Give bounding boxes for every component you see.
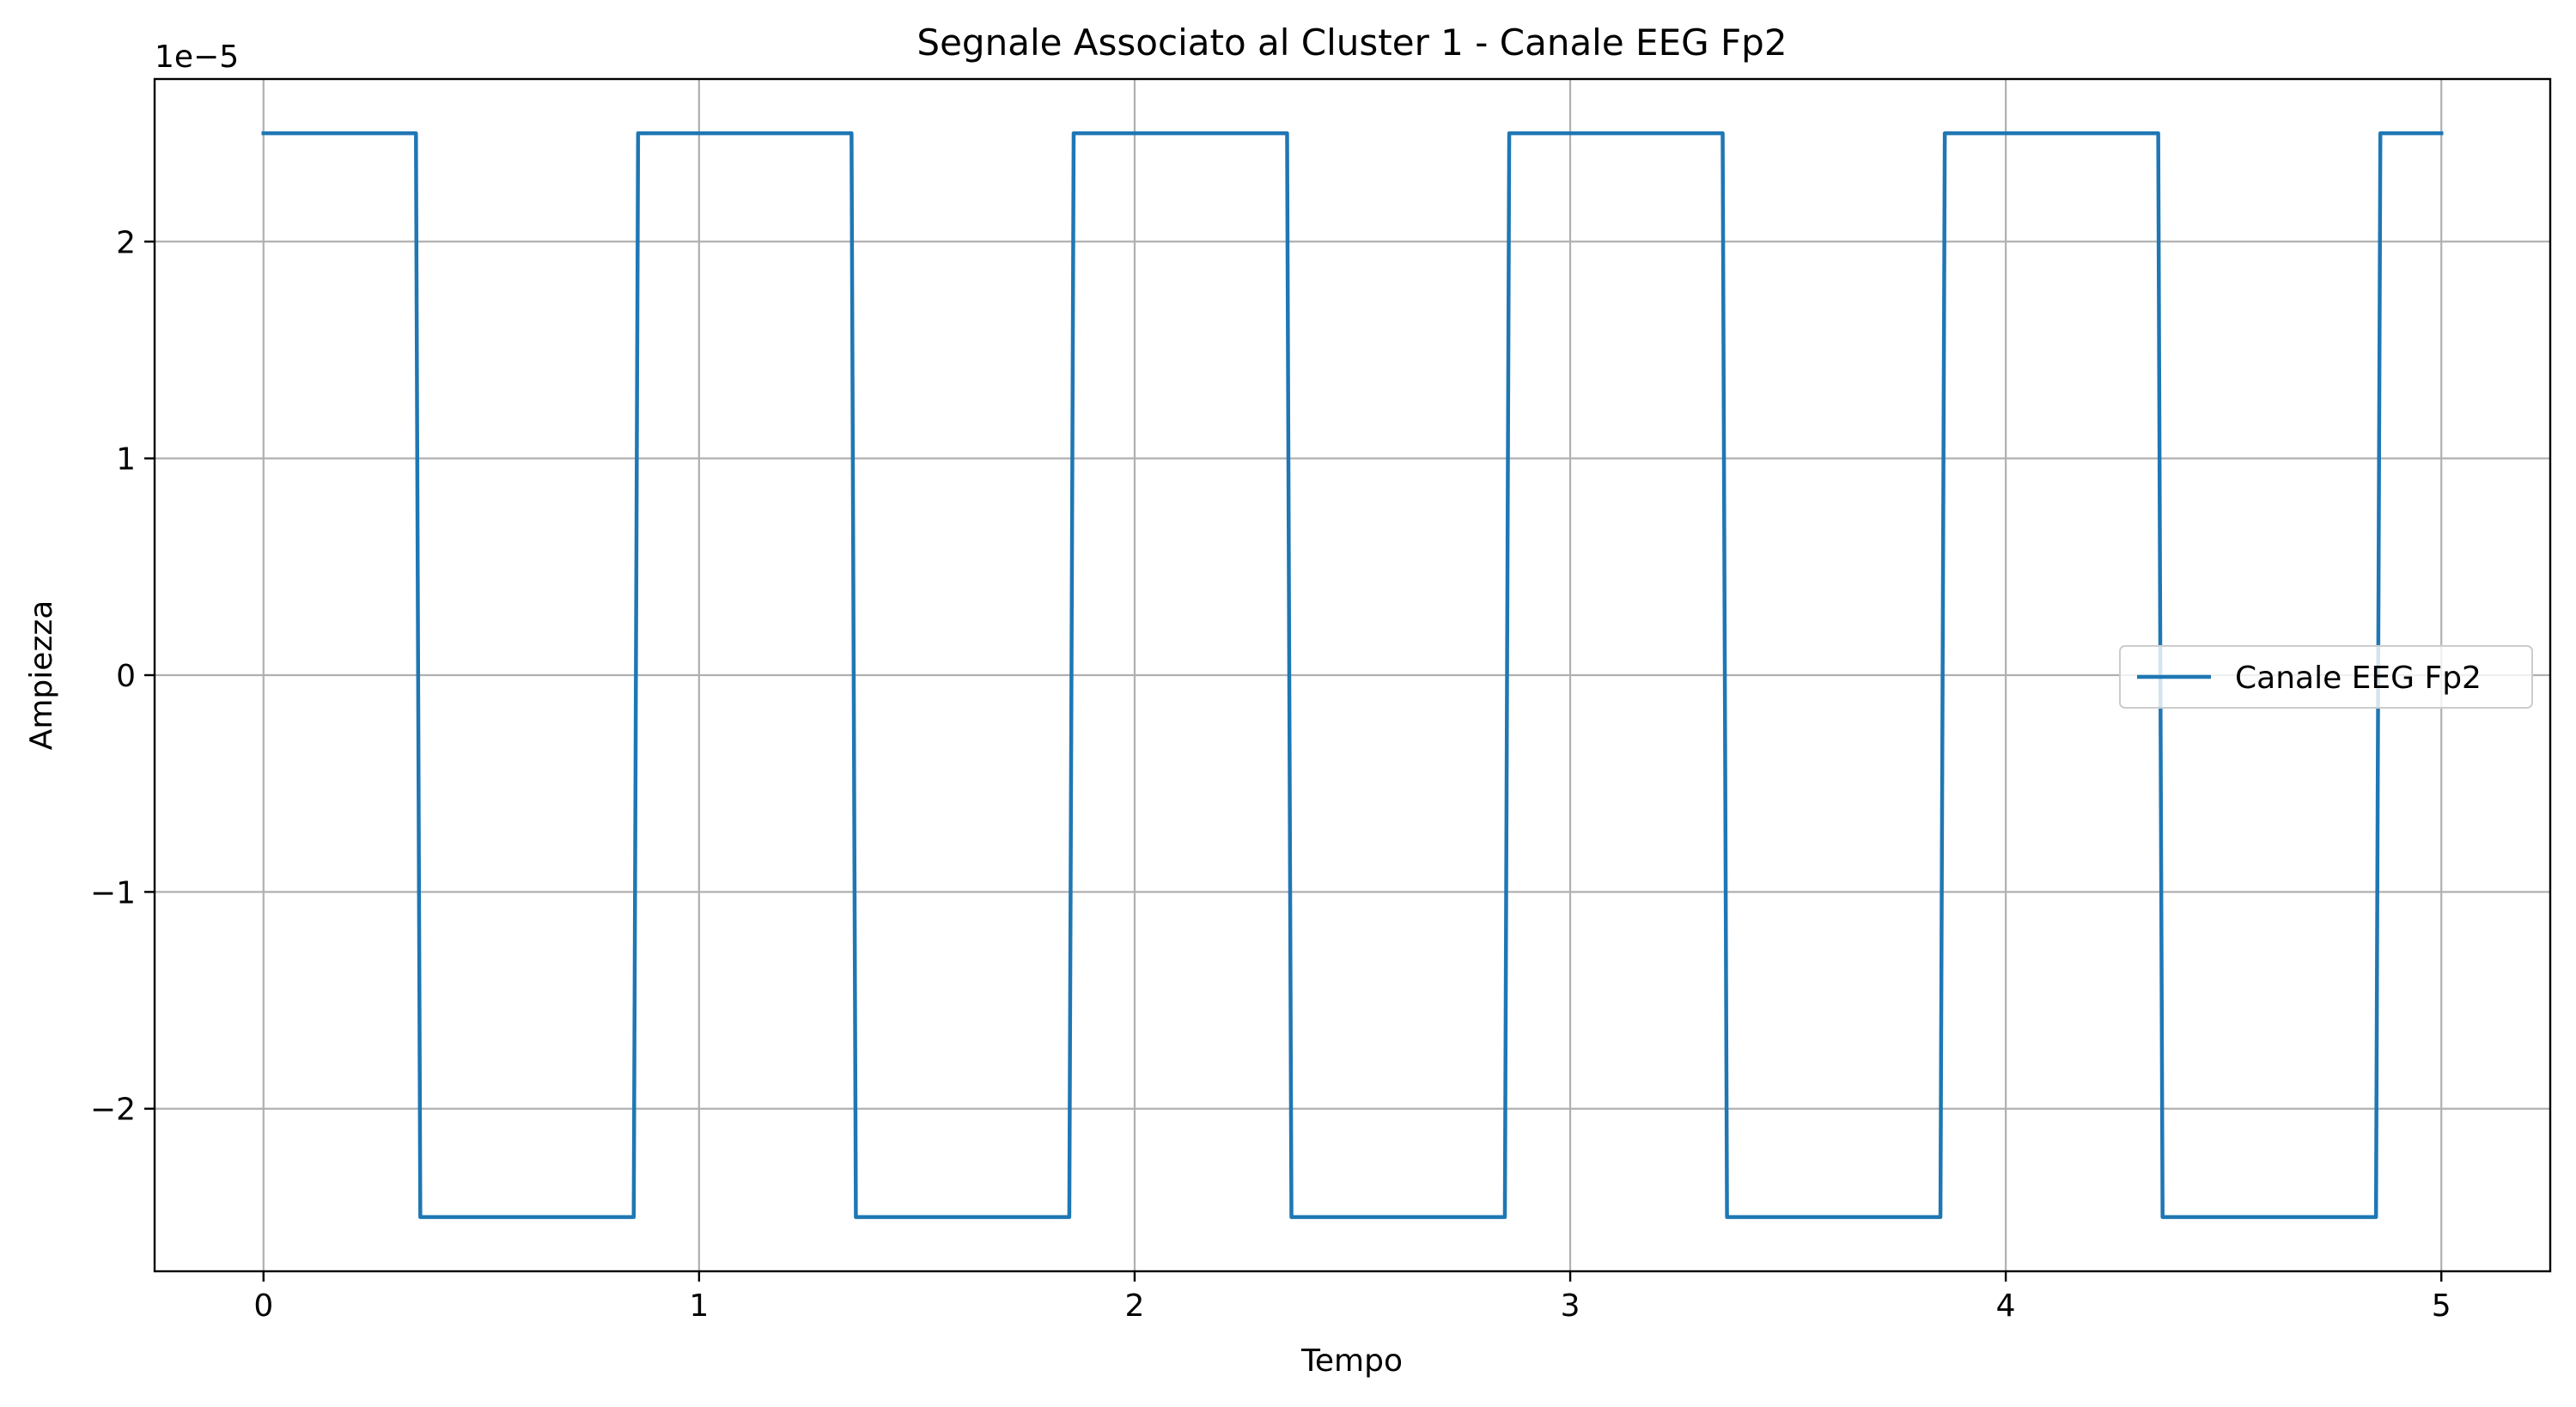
y-axis: −2 −1 0 1 2	[90, 225, 155, 1128]
legend-box	[2119, 645, 2533, 709]
x-tick-label: 1	[689, 1288, 709, 1324]
y-tick-label: 1	[116, 442, 136, 478]
x-axis: 0 1 2 3 4 5	[253, 1271, 2451, 1324]
y-tick-label: −1	[90, 875, 136, 911]
y-tick-label: 2	[116, 225, 136, 260]
legend: Canale EEG Fp2	[2119, 645, 2533, 709]
x-tick-label: 0	[253, 1288, 273, 1324]
y-offset-label: 1e−5	[155, 40, 239, 75]
x-tick-label: 5	[2432, 1288, 2451, 1324]
chart-title: Segnale Associato al Cluster 1 - Canale …	[917, 21, 1787, 64]
x-tick-label: 3	[1561, 1288, 1580, 1324]
legend-label: Canale EEG Fp2	[2235, 661, 2482, 696]
y-axis-label: Ampiezza	[24, 600, 59, 751]
grid	[155, 79, 2550, 1271]
x-tick-label: 2	[1125, 1288, 1145, 1324]
y-tick-label: 0	[116, 659, 136, 694]
x-axis-label: Tempo	[1300, 1343, 1403, 1379]
y-tick-label: −2	[90, 1093, 136, 1128]
x-tick-label: 4	[1996, 1288, 2016, 1324]
